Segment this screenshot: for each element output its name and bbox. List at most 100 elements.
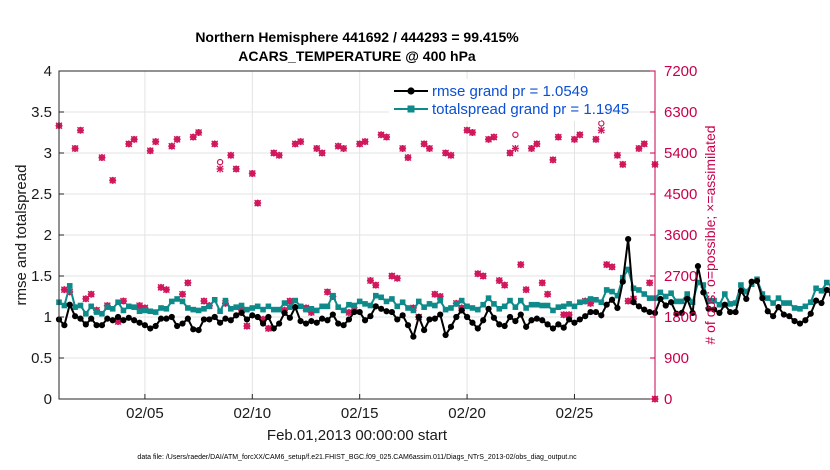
obs-assimilated-marker: [565, 311, 573, 319]
totalspread-marker: [168, 298, 175, 305]
obs-assimilated-marker: [340, 144, 348, 152]
obs-assimilated-marker: [173, 135, 181, 143]
rmse-marker: [635, 303, 642, 310]
totalspread-marker: [195, 307, 202, 314]
totalspread-marker: [582, 298, 588, 305]
totalspread-marker: [534, 301, 540, 308]
obs-assimilated-marker: [619, 160, 627, 168]
totalspread-marker: [797, 306, 803, 312]
totalspread-marker: [389, 296, 395, 302]
rmse-marker: [340, 322, 347, 329]
totalspread-marker: [228, 306, 234, 312]
rmse-marker: [394, 316, 401, 323]
rmse-marker: [474, 325, 481, 332]
obs-assimilated-marker: [506, 149, 514, 157]
totalspread-marker: [99, 310, 105, 317]
obs-assimilated-marker: [216, 165, 224, 173]
obs-assimilated-marker: [624, 297, 632, 305]
rmse-marker: [453, 313, 460, 321]
rmse-marker: [480, 317, 487, 324]
rmse-marker: [780, 311, 787, 318]
obs-assimilated-marker: [613, 151, 621, 159]
rmse-marker: [383, 308, 390, 315]
rmse-marker: [174, 322, 181, 330]
rmse-marker: [684, 295, 691, 303]
totalspread-marker: [93, 309, 100, 315]
rmse-marker: [812, 297, 820, 304]
obs-assimilated-marker: [383, 133, 391, 141]
rmse-marker: [523, 323, 530, 330]
rmse-marker: [555, 321, 562, 328]
rmse-marker: [114, 313, 122, 321]
rmse-marker: [608, 296, 616, 303]
totalspread-marker: [786, 300, 793, 306]
rmse-marker: [109, 317, 116, 324]
y-left-tick-label: 2.5: [31, 186, 52, 203]
totalspread-marker: [163, 306, 170, 312]
obs-assimilated-marker: [501, 281, 509, 289]
totalspread-marker: [222, 297, 229, 304]
rmse-marker: [243, 316, 251, 323]
rmse-marker: [603, 301, 610, 308]
x-tick-label: 02/20: [448, 405, 486, 422]
rmse-marker: [517, 311, 524, 318]
rmse-marker: [807, 310, 814, 317]
rmse-marker: [539, 317, 546, 324]
totalspread-marker: [421, 304, 427, 310]
y-right-tick-label: 3600: [664, 227, 697, 244]
rmse-marker: [61, 322, 68, 329]
obs-assimilated-marker: [318, 149, 326, 157]
obs-assimilated-marker: [635, 144, 643, 152]
obs-assimilated-marker: [184, 279, 192, 287]
rmse-marker: [367, 313, 374, 320]
rmse-marker: [641, 306, 648, 313]
rmse-marker: [426, 316, 433, 323]
x-tick-label: 02/25: [556, 405, 594, 422]
totalspread-marker: [372, 292, 379, 299]
totalspread-marker: [281, 300, 288, 306]
totalspread-marker: [260, 306, 266, 313]
totalspread-marker: [394, 303, 401, 310]
totalspread-marker: [577, 299, 583, 306]
obs-assimilated-marker: [544, 290, 552, 298]
totalspread-marker: [673, 298, 680, 305]
rmse-marker: [345, 316, 353, 323]
rmse-marker: [211, 313, 218, 321]
series-layer: [55, 120, 830, 403]
obs-assimilated-marker: [119, 297, 127, 305]
totalspread-marker: [555, 304, 562, 310]
rmse-marker: [528, 317, 535, 324]
rmse-marker: [131, 317, 138, 324]
totalspread-marker: [496, 306, 503, 312]
rmse-marker: [372, 303, 379, 310]
rmse-marker: [490, 314, 498, 321]
totalspread-marker: [308, 306, 315, 312]
rmse-marker: [335, 320, 342, 327]
totalspread-marker: [109, 306, 116, 312]
rmse-marker: [469, 319, 476, 326]
rmse-marker: [404, 322, 412, 329]
obs-assimilated-marker: [603, 261, 611, 269]
obs-assimilated-marker: [356, 140, 364, 148]
totalspread-marker: [190, 306, 197, 313]
rmse-marker: [410, 333, 417, 340]
totalspread-marker: [335, 304, 342, 310]
obs-assimilated-marker: [399, 144, 407, 152]
rmse-marker: [388, 308, 396, 316]
rmse-marker: [485, 305, 492, 312]
rmse-marker: [571, 319, 578, 326]
rmse-marker: [737, 287, 745, 294]
totalspread-marker: [287, 304, 293, 310]
rmse-marker: [437, 311, 444, 318]
x-axis-label: Feb.01,2013 00:00:00 start: [267, 427, 448, 444]
totalspread-marker: [743, 288, 750, 295]
totalspread-marker: [356, 298, 363, 305]
obs-assimilated-marker: [420, 140, 428, 148]
rmse-marker: [286, 314, 293, 321]
obs-assimilated-marker: [109, 176, 117, 184]
totalspread-marker: [254, 303, 261, 310]
totalspread-marker: [448, 305, 454, 311]
rmse-marker: [802, 317, 809, 324]
obs-assimilated-marker: [345, 308, 353, 316]
obs-assimilated-marker: [291, 140, 299, 148]
